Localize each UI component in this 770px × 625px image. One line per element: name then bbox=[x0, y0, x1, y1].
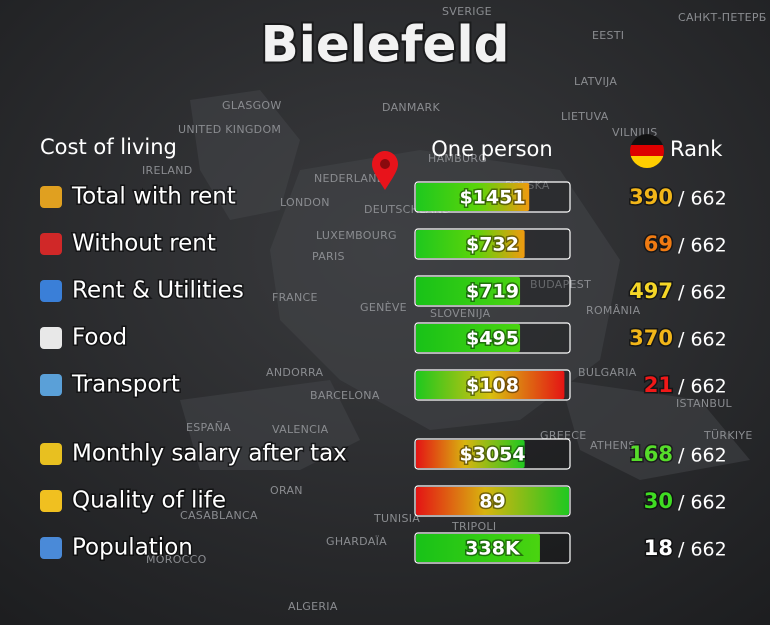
bar-fill bbox=[416, 440, 525, 468]
bar-value: 338K bbox=[465, 538, 521, 560]
map-label: ESPAÑA bbox=[186, 421, 231, 434]
map-label: TÜRKIYE bbox=[703, 429, 753, 442]
map-label: FRANCE bbox=[272, 291, 318, 304]
bar-value: $495 bbox=[466, 328, 519, 350]
rank-header: Rank bbox=[670, 137, 723, 161]
rank: 168 bbox=[629, 442, 673, 466]
rank-total: / 662 bbox=[678, 188, 727, 210]
map-label: GHARDAÏA bbox=[326, 535, 387, 548]
map-label: TRIPOLI bbox=[451, 520, 496, 533]
map-label: DANMARK bbox=[382, 101, 440, 114]
map-label: EESTI bbox=[592, 29, 624, 42]
row-icon bbox=[40, 537, 62, 559]
map-label: ORAN bbox=[270, 484, 303, 497]
map-label: ROMÂNIA bbox=[586, 304, 641, 317]
bar-fill bbox=[416, 183, 530, 211]
bar-value: 89 bbox=[479, 491, 505, 513]
map-label: BULGARIA bbox=[578, 366, 637, 379]
bar-fill bbox=[416, 487, 569, 515]
map-label: ALGERIA bbox=[288, 600, 338, 613]
row-icon bbox=[40, 186, 62, 208]
rank-total: / 662 bbox=[678, 445, 727, 467]
bar-value: $732 bbox=[466, 234, 519, 256]
map-label: ISTANBUL bbox=[676, 397, 733, 410]
map-label: LONDON bbox=[280, 196, 330, 209]
bar-fill bbox=[416, 230, 525, 258]
map-label: VALENCIA bbox=[272, 423, 329, 436]
row-label: Population bbox=[72, 535, 193, 561]
map-label: TUNISIA bbox=[373, 512, 420, 525]
bar-fill bbox=[416, 371, 565, 399]
map-label: SVERIGE bbox=[442, 5, 492, 18]
map-label: SLOVENIJA bbox=[430, 307, 491, 320]
map-label: UNITED KINGDOM bbox=[178, 123, 281, 136]
map-label: LUXEMBOURG bbox=[316, 229, 397, 242]
rank: 21 bbox=[644, 373, 673, 397]
rank-total: / 662 bbox=[678, 282, 727, 304]
germany-flag bbox=[630, 134, 664, 168]
bar-value: $719 bbox=[466, 281, 519, 303]
row-label: Quality of life bbox=[72, 488, 226, 514]
row-label: Rent & Utilities bbox=[72, 278, 244, 304]
map-label: IRELAND bbox=[142, 164, 193, 177]
row-icon bbox=[40, 233, 62, 255]
map-label: CASABLANCA bbox=[180, 509, 258, 522]
rank: 497 bbox=[629, 279, 673, 303]
map-label: ANDORRA bbox=[266, 366, 324, 379]
rank-total: / 662 bbox=[678, 376, 727, 398]
map-label: ATHENS bbox=[590, 439, 636, 452]
map-label: PARIS bbox=[312, 250, 345, 263]
bar-fill bbox=[416, 277, 521, 305]
rank-total: / 662 bbox=[678, 329, 727, 351]
row-icon bbox=[40, 490, 62, 512]
rank: 69 bbox=[644, 232, 673, 256]
row-label: Without rent bbox=[72, 231, 216, 257]
row-icon bbox=[40, 374, 62, 396]
map-label: LIETUVA bbox=[561, 110, 609, 123]
title: Bielefeld bbox=[261, 16, 510, 74]
rank-total: / 662 bbox=[678, 539, 727, 561]
map-label: LATVIJA bbox=[574, 75, 617, 88]
row-icon bbox=[40, 280, 62, 302]
map-label: NEDERLAND bbox=[314, 172, 386, 185]
row-icon bbox=[40, 443, 62, 465]
bar-value: $108 bbox=[466, 375, 519, 397]
map-label: BUDAPEST bbox=[530, 278, 591, 291]
rank-total: / 662 bbox=[678, 235, 727, 257]
map-label: GENÈVE bbox=[360, 301, 407, 314]
bar-value: $1451 bbox=[459, 187, 525, 209]
row-label: Transport bbox=[71, 372, 180, 398]
rank-total: / 662 bbox=[678, 492, 727, 514]
map-label: BARCELONA bbox=[310, 389, 380, 402]
map-label: HAMBURG bbox=[428, 152, 487, 165]
rank: 18 bbox=[644, 536, 673, 560]
row-label: Food bbox=[72, 325, 127, 351]
bar-fill bbox=[416, 324, 521, 352]
map-label: GLASGOW bbox=[222, 99, 282, 112]
bar-value: $3054 bbox=[459, 444, 525, 466]
row-label: Total with rent bbox=[71, 184, 236, 210]
row-icon bbox=[40, 327, 62, 349]
column-header: One person bbox=[431, 137, 552, 161]
bar-fill bbox=[416, 534, 540, 562]
map-label: САНКТ-ПЕТЕРБ bbox=[678, 11, 767, 24]
map-label: MOROCCO bbox=[146, 553, 207, 566]
section-header: Cost of living bbox=[40, 135, 177, 159]
rank: 390 bbox=[629, 185, 673, 209]
rank: 30 bbox=[644, 489, 673, 513]
row-label: Monthly salary after tax bbox=[72, 441, 347, 467]
location-pin bbox=[372, 151, 398, 190]
rank: 370 bbox=[629, 326, 673, 350]
